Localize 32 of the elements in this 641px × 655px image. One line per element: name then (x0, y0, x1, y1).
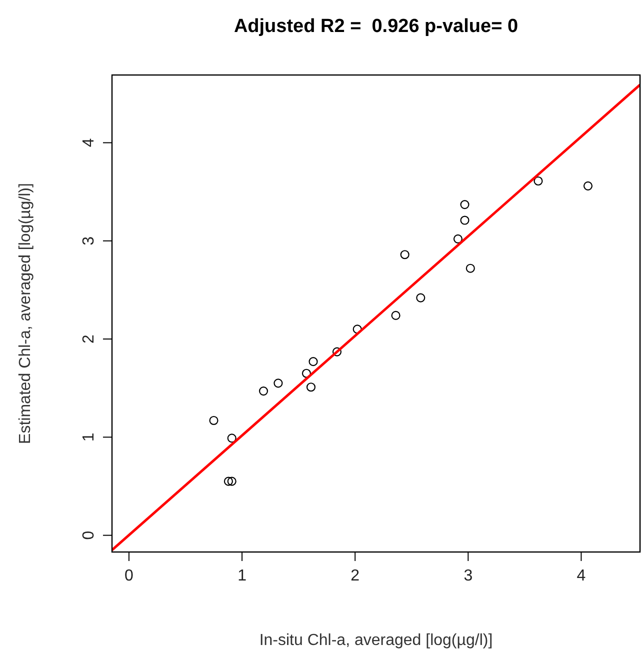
chart-title: Adjusted R2 = 0.926 p-value= 0 (234, 16, 518, 37)
x-tick-label: 0 (124, 567, 134, 584)
x-axis-title: In-situ Chl-a, averaged [log(µg/l)] (259, 632, 493, 649)
point (302, 368, 312, 378)
y-tick-label: 2 (80, 334, 98, 344)
y-tick-label: 1 (80, 432, 98, 442)
point (534, 176, 543, 186)
point (227, 476, 236, 486)
point (583, 181, 593, 190)
y-tick-label: 3 (80, 236, 98, 246)
y-tick-label: 0 (80, 530, 98, 540)
x-tick-label: 3 (464, 567, 473, 584)
point (391, 310, 400, 320)
point (224, 476, 233, 486)
point (258, 386, 268, 396)
point (306, 382, 316, 392)
point (274, 378, 283, 388)
point (332, 347, 342, 356)
x-tick-label: 2 (350, 567, 360, 584)
x-tick-label: 1 (238, 567, 247, 584)
point (466, 264, 475, 273)
x-tick-label: 4 (576, 567, 586, 584)
y-axis-title: Estimated Chl-a, averaged [log(µg/l)] (17, 183, 34, 444)
y-tick-label: 4 (80, 138, 98, 148)
point (416, 293, 426, 302)
point (308, 357, 318, 366)
point (209, 416, 218, 426)
point (460, 200, 470, 210)
point (460, 216, 470, 225)
point (453, 234, 463, 244)
point (400, 250, 410, 260)
point (227, 434, 236, 443)
